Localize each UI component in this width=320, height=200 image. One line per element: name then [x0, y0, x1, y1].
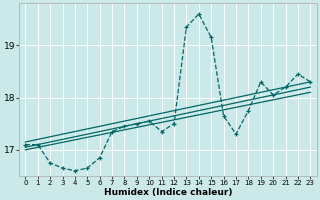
X-axis label: Humidex (Indice chaleur): Humidex (Indice chaleur) [104, 188, 232, 197]
